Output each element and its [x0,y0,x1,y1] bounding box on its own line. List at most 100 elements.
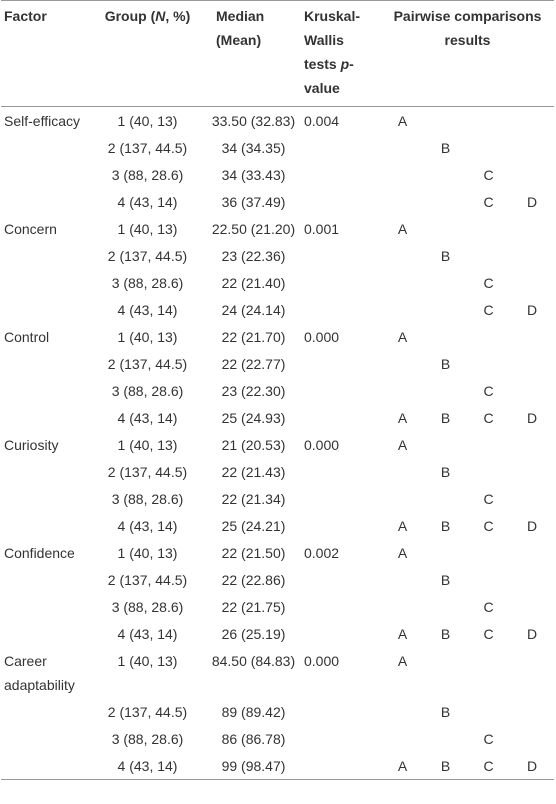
group-cell: 3 (88, 28.6) [111,491,184,507]
pairwise-cell: B [440,464,451,480]
pairwise-cell [467,242,510,269]
pairwise-cell [381,485,424,512]
median-cell: 36 (37.49) [221,194,286,210]
median-cell: 22.50 (21.20) [211,221,296,237]
factor-cell: Control [4,329,50,345]
table-row: 3 (88, 28.6) 86 (86.78) C [1,725,554,752]
pairwise-cell: C [483,491,494,507]
pairwise-cell [510,134,554,161]
group-cell: 4 (43, 14) [117,758,178,774]
p-value-cell [301,134,381,161]
pairwise-cell: B [440,356,451,372]
group-cell: 2 (137, 44.5) [107,464,188,480]
pairwise-cell: C [483,731,494,747]
group-cell: 2 (137, 44.5) [107,704,188,720]
p-value-cell [301,350,381,377]
header-text: , %) [165,8,191,24]
pairwise-cell: C [483,194,494,210]
pairwise-cell [467,698,510,725]
pairwise-cell [510,539,554,566]
pairwise-cell [510,647,554,698]
pairwise-cell: A [397,221,408,237]
pairwise-cell [381,593,424,620]
factor-cell: Curiosity [4,437,59,453]
table-row: Confidence 1 (40, 13) 22 (21.50) 0.002 A [1,539,554,566]
table-row: 2 (137, 44.5) 22 (21.43) B [1,458,554,485]
p-value-cell [301,752,381,780]
table-row: 2 (137, 44.5) 22 (22.77) B [1,350,554,377]
p-value-cell [301,620,381,647]
median-cell: 34 (33.43) [221,167,286,183]
table-row: 4 (43, 14) 26 (25.19) A B C D [1,620,554,647]
p-value-cell [301,593,381,620]
group-cell: 4 (43, 14) [117,626,178,642]
group-cell: 4 (43, 14) [117,302,178,318]
factor-cell [1,377,89,404]
table-row: 2 (137, 44.5) 89 (89.42) B [1,698,554,725]
pairwise-cell [467,647,510,698]
table-row: 4 (43, 14) 24 (24.14) C D [1,296,554,323]
group-cell: 3 (88, 28.6) [111,599,184,615]
pairwise-cell: D [526,626,538,642]
pairwise-cell: B [440,140,451,156]
p-value-cell: 0.000 [304,329,340,345]
pairwise-cell [424,485,467,512]
pairwise-cell: B [440,518,451,534]
p-value-cell [301,698,381,725]
table-row: 4 (43, 14) 36 (37.49) C D [1,188,554,215]
pairwise-cell [381,698,424,725]
median-cell: 25 (24.93) [221,410,286,426]
table-row: 4 (43, 14) 99 (98.47) A B C D [1,752,554,780]
pairwise-cell: A [397,410,408,426]
group-cell: 2 (137, 44.5) [107,140,188,156]
pairwise-cell [510,242,554,269]
pairwise-cell: C [483,518,494,534]
pairwise-cell [424,161,467,188]
median-cell: 22 (21.34) [221,491,286,507]
pairwise-cell [467,107,510,135]
median-cell: 24 (24.14) [221,302,286,318]
group-cell: 3 (88, 28.6) [111,167,184,183]
pairwise-cell [424,377,467,404]
factor-cell [1,161,89,188]
median-cell: 34 (34.35) [221,140,286,156]
median-cell: 23 (22.30) [221,383,286,399]
pairwise-cell [510,593,554,620]
pairwise-cell: A [397,113,408,129]
factor-cell [1,593,89,620]
pairwise-cell [381,350,424,377]
group-cell: 3 (88, 28.6) [111,731,184,747]
pairwise-cell [424,725,467,752]
pairwise-cell: A [397,758,408,774]
pairwise-cell [510,107,554,135]
pairwise-cell [381,377,424,404]
pairwise-cell [424,593,467,620]
factor-cell [1,458,89,485]
pairwise-cell: C [483,167,494,183]
pairwise-cell: D [526,410,538,426]
factor-cell [1,404,89,431]
p-value-cell [301,725,381,752]
factor-cell [1,620,89,647]
median-cell: 99 (98.47) [221,758,286,774]
p-value-cell: 0.000 [304,653,340,669]
pairwise-cell [424,323,467,350]
pairwise-cell: C [483,410,494,426]
p-value-cell [301,296,381,323]
pairwise-cell [424,431,467,458]
group-cell: 1 (40, 13) [117,545,178,561]
factor-cell [1,725,89,752]
pairwise-cell [381,242,424,269]
table-row: 4 (43, 14) 25 (24.93) A B C D [1,404,554,431]
pairwise-cell [510,458,554,485]
factor-cell [1,269,89,296]
pairwise-cell [467,134,510,161]
factor-cell [1,350,89,377]
median-cell: 26 (25.19) [221,626,286,642]
median-cell: 22 (22.77) [221,356,286,372]
pairwise-cell: A [397,437,408,453]
p-value-cell [301,161,381,188]
median-cell: 22 (21.70) [221,329,286,345]
header-cell: Group (N, %) [89,1,206,107]
